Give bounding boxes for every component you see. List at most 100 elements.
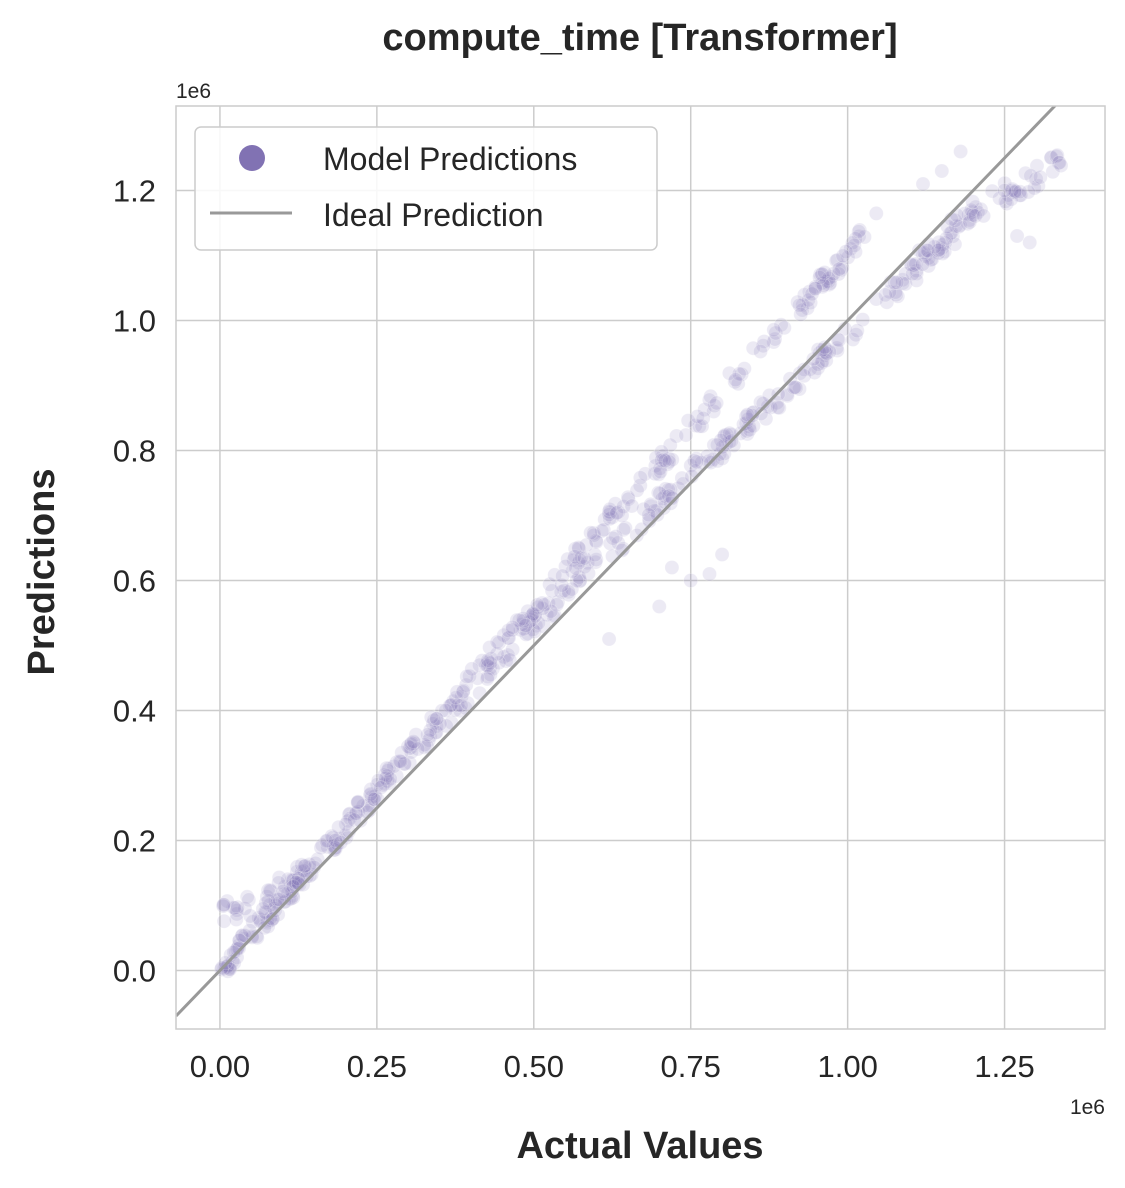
data-point [588,533,604,549]
data-point [949,207,965,223]
data-point [788,380,804,396]
data-point [662,437,678,453]
data-point [602,536,618,551]
data-point [686,453,702,469]
data-point [915,246,931,262]
data-point [629,528,645,543]
data-point [230,899,246,915]
data-point [664,560,680,575]
data-point [821,270,837,286]
data-point [847,237,862,253]
data-point [296,858,312,874]
data-point [821,277,837,293]
data-point [845,332,861,347]
data-point [296,863,312,879]
data-point [396,756,412,772]
data-point [515,611,531,626]
data-point [829,340,845,356]
data-point [581,565,596,581]
data-point [287,874,303,890]
data-point [422,722,438,738]
data-point [324,828,340,844]
data-point [960,216,976,232]
data-point [803,295,818,311]
data-point [429,724,444,740]
data-point [386,758,402,774]
data-point [571,555,587,571]
data-point [472,657,488,673]
data-point [255,901,271,917]
data-point [921,258,936,274]
data-point [797,287,812,303]
data-point [780,388,795,404]
data-point [738,415,754,431]
legend: Model Predictions Ideal Prediction [194,126,658,251]
data-point [1020,184,1036,200]
data-point [410,741,426,757]
data-point [249,928,265,944]
data-point [432,716,448,732]
data-point [349,806,364,821]
data-point [283,879,299,895]
data-point [483,651,499,667]
data-point [792,297,807,313]
data-point [691,418,707,434]
data-point [1045,164,1061,180]
data-point [753,344,768,359]
data-point [945,228,961,244]
data-point [651,466,667,482]
data-point [482,655,498,671]
data-point [589,534,604,550]
data-point [848,244,863,260]
data-point [449,684,465,700]
data-point [310,851,326,867]
data-point [534,595,550,611]
data-point [973,201,989,217]
data-point [786,380,802,396]
data-point [520,626,536,641]
data-point [716,429,732,444]
data-point [434,703,450,719]
data-point [722,425,737,441]
data-point [908,256,924,272]
data-point [1031,178,1046,194]
data-point [689,451,704,467]
data-point [603,504,618,520]
data-point [1008,184,1024,200]
data-point [976,208,991,224]
data-point [525,622,541,637]
data-point [719,427,735,443]
data-point [821,273,836,289]
data-point [482,640,498,655]
data-point [314,837,330,853]
data-point [257,904,273,920]
data-point [1052,155,1067,171]
data-point [215,898,231,914]
data-point [229,941,245,957]
data-point [426,712,442,728]
data-point [320,833,335,848]
data-point [367,788,383,804]
data-point [812,267,828,282]
data-point [967,208,983,224]
data-point [291,869,307,884]
data-point [328,840,344,856]
data-point [643,498,659,514]
data-point [567,549,582,565]
data-point [771,400,787,416]
data-point [953,144,968,159]
data-point [480,655,496,670]
data-point [425,716,441,732]
data-point [550,594,566,610]
data-point [647,466,663,482]
data-point [632,478,648,494]
data-point [906,257,922,273]
data-point [223,947,239,963]
data-point [648,458,663,474]
data-point [935,237,951,253]
data-point [535,600,551,616]
data-point [219,893,235,909]
data-point [947,236,963,252]
data-point [588,552,604,567]
data-point [657,453,673,469]
